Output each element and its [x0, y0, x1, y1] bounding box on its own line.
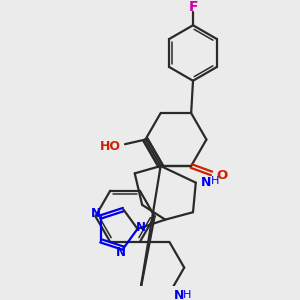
Text: N: N	[174, 289, 184, 300]
Text: N: N	[136, 221, 146, 235]
Text: O: O	[216, 169, 227, 182]
Text: N: N	[91, 207, 101, 220]
Text: N: N	[116, 246, 126, 260]
Text: H: H	[183, 290, 192, 300]
Text: HO: HO	[100, 140, 121, 152]
Text: H: H	[211, 176, 219, 186]
Text: N: N	[201, 176, 212, 189]
Text: F: F	[188, 0, 198, 14]
